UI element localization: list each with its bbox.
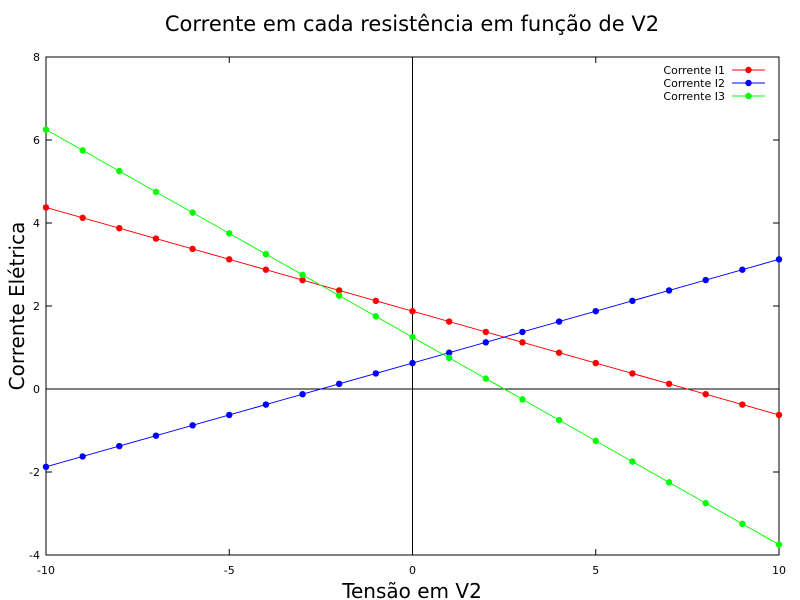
y-tick-label: 4	[33, 217, 40, 230]
data-point	[702, 390, 709, 398]
data-point	[555, 416, 563, 424]
data-point	[665, 479, 673, 486]
data-point	[482, 339, 489, 346]
data-point	[445, 354, 453, 362]
x-tick-label: -10	[37, 564, 55, 577]
data-point	[409, 307, 416, 315]
y-tick-label: 2	[33, 300, 40, 313]
data-point	[152, 235, 160, 242]
data-point	[226, 230, 233, 237]
series-2	[42, 256, 783, 471]
data-point	[42, 204, 50, 211]
data-point	[336, 287, 343, 294]
legend-label: Corrente I1	[663, 64, 725, 77]
data-point	[555, 318, 563, 325]
data-point	[445, 318, 453, 325]
data-point	[42, 463, 50, 471]
data-point	[739, 520, 746, 528]
legend-item: Corrente I2	[663, 77, 765, 90]
data-point	[519, 339, 526, 346]
data-point	[372, 313, 380, 320]
legend-item: Corrente I3	[663, 90, 765, 103]
x-axis-label: Tensão em V2	[341, 579, 482, 600]
data-point	[629, 370, 636, 377]
data-point	[739, 401, 746, 408]
legend-label: Corrente I3	[663, 90, 725, 103]
data-point	[116, 224, 123, 232]
data-point	[116, 167, 123, 175]
data-point	[665, 287, 673, 294]
data-point	[116, 442, 123, 450]
data-point	[262, 266, 270, 273]
data-point	[445, 349, 453, 356]
data-point	[42, 126, 50, 133]
data-point	[79, 453, 86, 460]
data-point	[372, 297, 380, 305]
data-point	[482, 375, 489, 382]
data-point	[739, 266, 746, 273]
data-point	[629, 297, 636, 305]
series-1	[42, 204, 783, 419]
data-point	[409, 359, 416, 367]
data-point	[189, 209, 196, 216]
data-point	[592, 437, 599, 445]
y-axis-ticks: -4 -2 0 2 4 6 8	[29, 51, 779, 562]
legend-swatch-point	[745, 79, 752, 87]
data-point	[189, 422, 196, 429]
data-point	[592, 359, 599, 367]
data-point	[702, 499, 709, 507]
data-point	[409, 333, 416, 341]
y-tick-label: -2	[29, 466, 40, 479]
data-point	[79, 147, 86, 154]
y-tick-label: 8	[33, 51, 40, 64]
data-point	[152, 188, 160, 196]
data-point	[262, 401, 270, 408]
data-point	[299, 390, 306, 398]
x-tick-label: 5	[592, 564, 599, 577]
data-point	[775, 411, 783, 419]
data-point	[702, 276, 709, 284]
data-point	[372, 370, 380, 377]
x-tick-label: -5	[224, 564, 235, 577]
legend-label: Corrente I2	[663, 77, 725, 90]
data-point	[79, 214, 86, 222]
data-point	[519, 396, 526, 403]
data-point	[555, 349, 563, 356]
data-point	[482, 328, 489, 336]
data-point	[519, 328, 526, 336]
data-point	[226, 411, 233, 419]
data-point	[336, 292, 343, 299]
x-tick-label: 0	[409, 564, 416, 577]
chart-title: Corrente em cada resistência em função d…	[165, 12, 659, 36]
data-point	[189, 245, 196, 253]
y-axis-label: Corrente Elétrica	[5, 222, 29, 391]
data-point	[152, 432, 160, 439]
y-tick-label: -4	[29, 549, 40, 562]
y-tick-label: 0	[33, 383, 40, 396]
data-point	[336, 380, 343, 388]
data-point	[775, 541, 783, 548]
series-layer	[42, 126, 783, 548]
data-point	[629, 458, 636, 465]
data-point	[299, 276, 306, 284]
y-tick-label: 6	[33, 134, 40, 147]
x-axis-ticks: -10 -5 0 5 10	[37, 57, 786, 577]
data-point	[592, 307, 599, 315]
legend-swatch-point	[745, 66, 752, 74]
data-point	[262, 250, 270, 258]
series-3	[42, 126, 783, 548]
legend-item: Corrente I1	[663, 64, 765, 77]
data-point	[299, 271, 306, 279]
legend-swatch-point	[745, 92, 752, 100]
data-point	[775, 256, 783, 263]
x-tick-label: 10	[772, 564, 786, 577]
data-point	[665, 380, 673, 388]
data-point	[226, 256, 233, 263]
